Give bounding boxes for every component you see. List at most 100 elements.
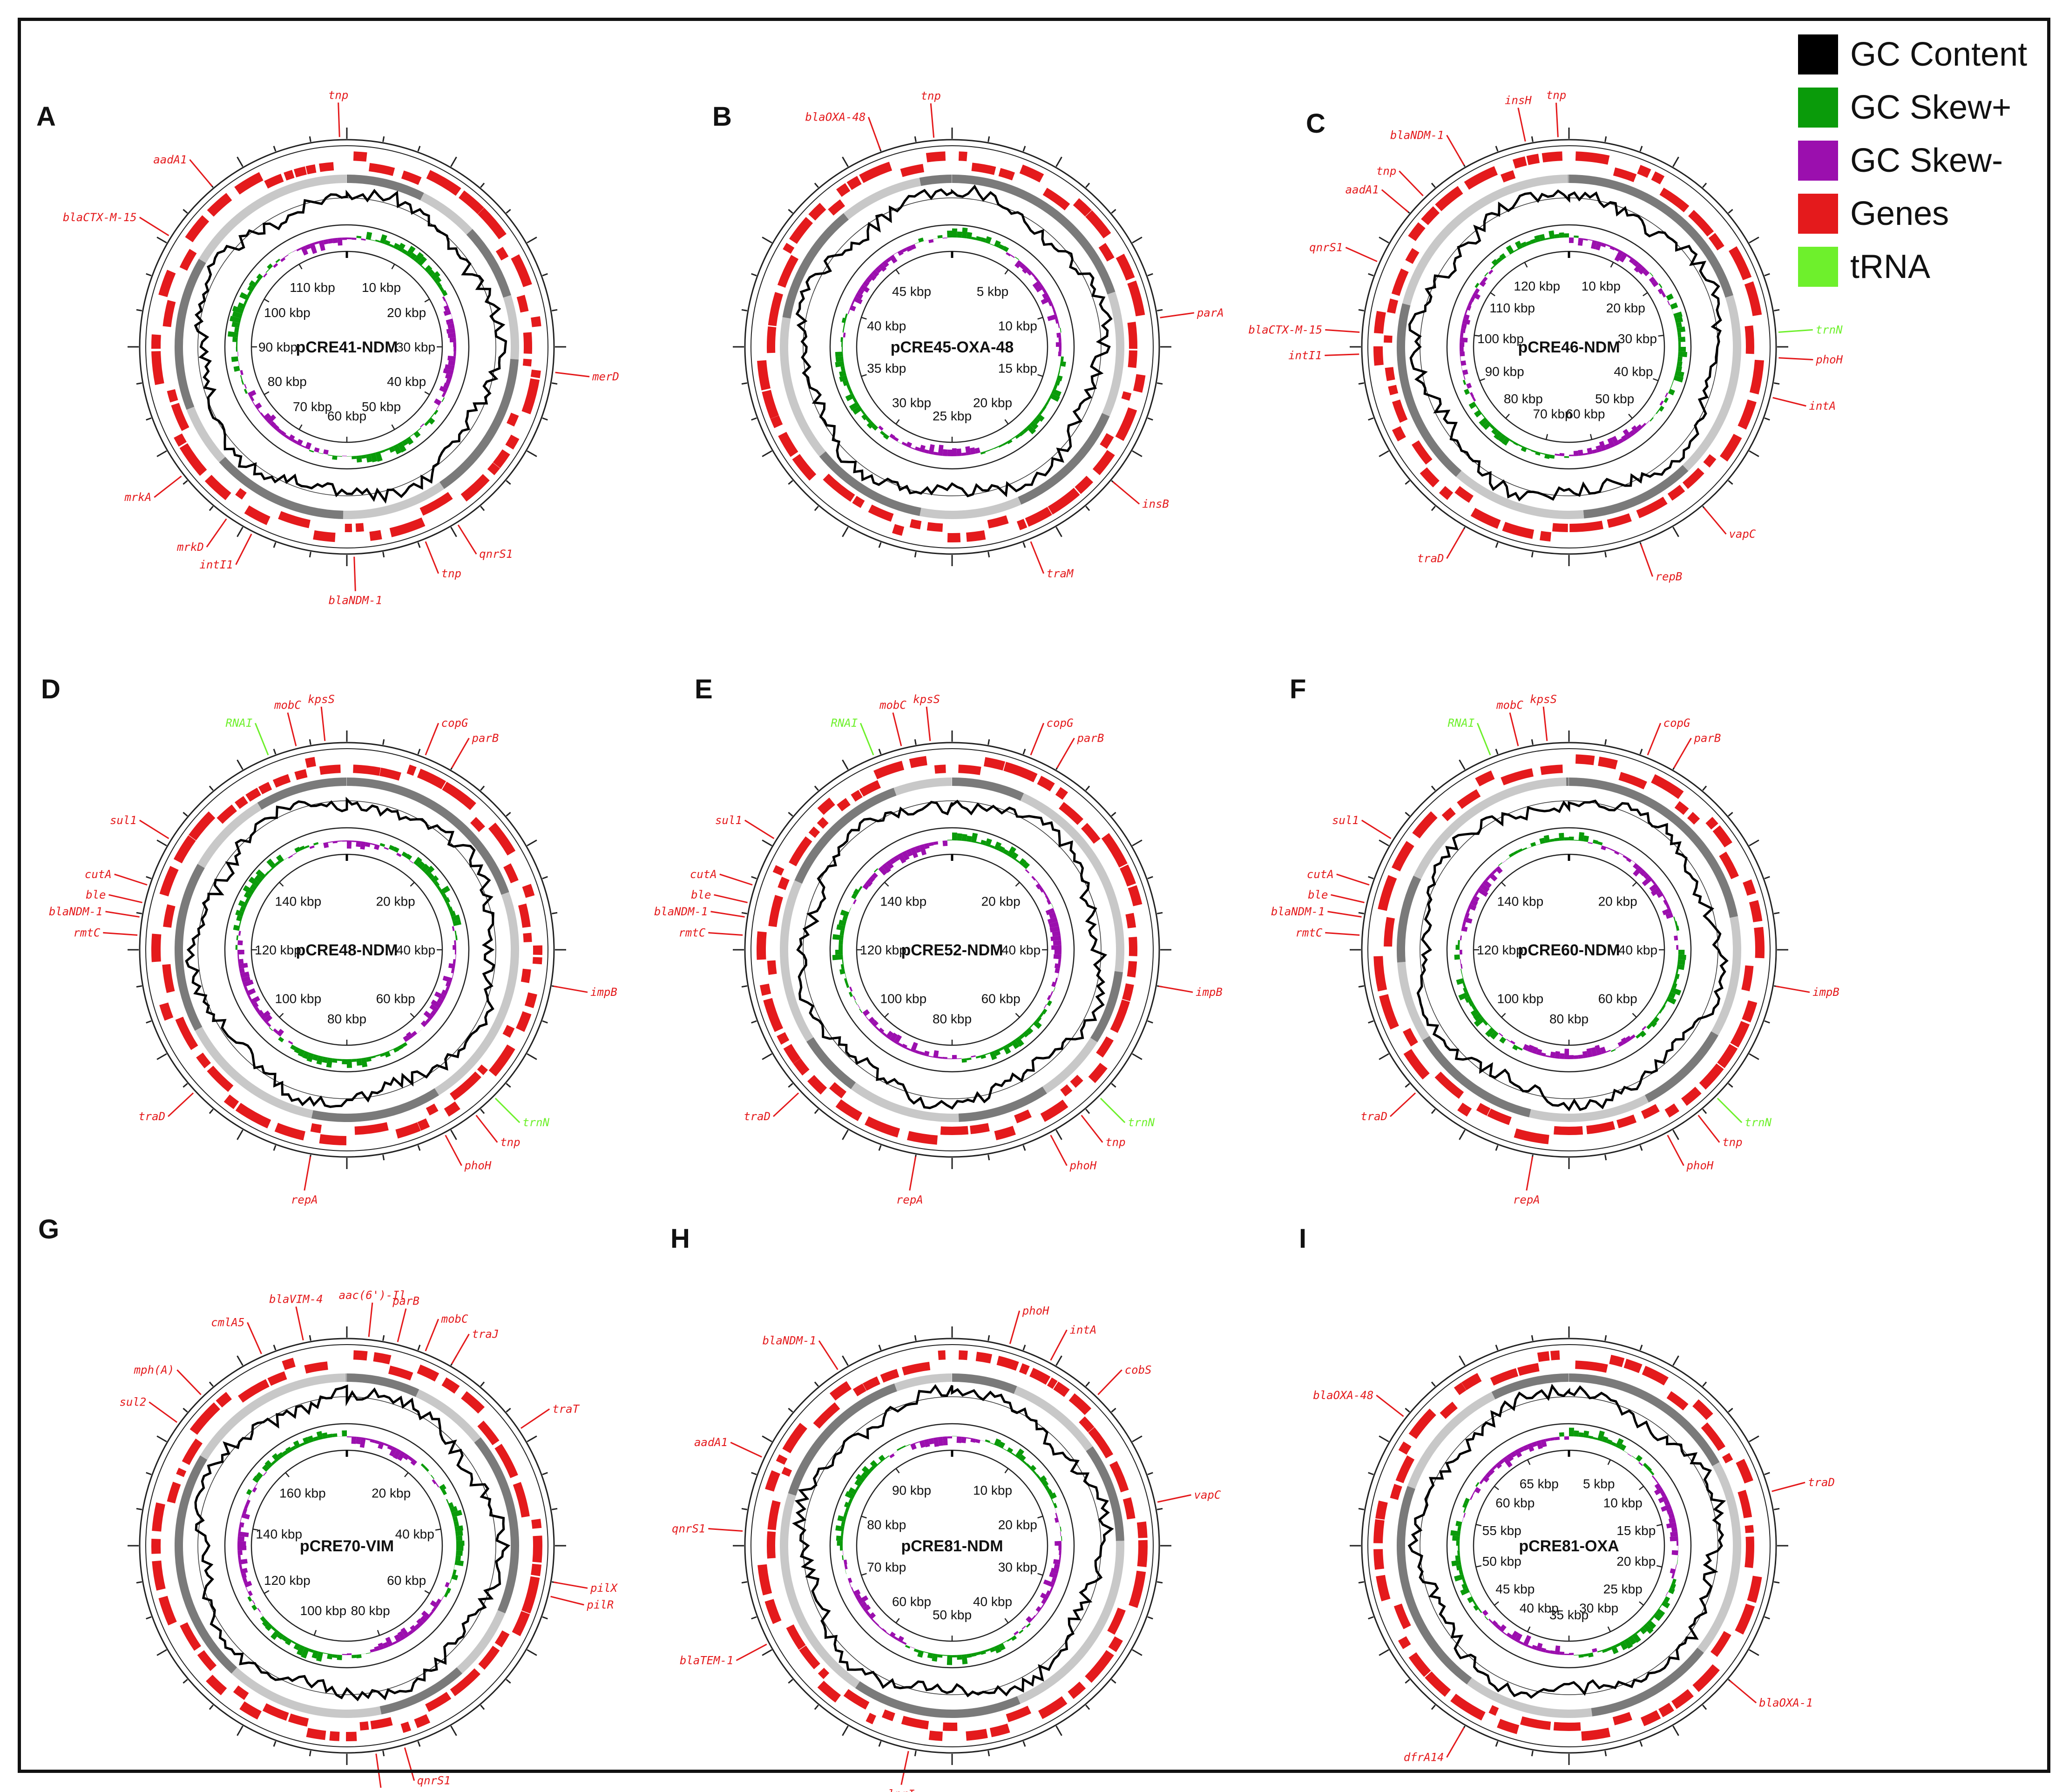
- gc-skew-plus-bar: [869, 1466, 875, 1472]
- gc-skew-plus-bar: [1501, 436, 1510, 446]
- gc-skew-plus-bar: [858, 886, 863, 891]
- gene-block: [239, 1701, 262, 1720]
- gc-skew-minus-bar: [240, 1517, 242, 1522]
- gc-skew-plus-bar: [1534, 235, 1541, 243]
- gc-skew-minus-bar: [853, 899, 857, 905]
- gene-label: ble: [86, 888, 106, 901]
- gc-skew-plus-bar: [1677, 361, 1683, 367]
- scale-tick: [424, 298, 430, 303]
- outer-tick: [273, 749, 277, 755]
- gc-skew-minus-bar: [1502, 860, 1507, 864]
- outer-tick: [527, 839, 537, 846]
- backbone-segment: [920, 497, 1021, 519]
- gc-skew-minus-bar: [1031, 1615, 1036, 1620]
- gc-skew-plus-bar: [1056, 375, 1063, 381]
- gene-block: [477, 1420, 500, 1446]
- gc-skew-plus-bar: [839, 930, 845, 936]
- gc-skew-plus-bar: [914, 242, 920, 244]
- gc-skew-plus-bar: [1588, 1435, 1594, 1439]
- gene-block: [799, 1645, 820, 1670]
- gc-skew-minus-bar: [885, 1631, 890, 1636]
- gc-skew-plus-bar: [1517, 848, 1523, 853]
- gene-block: [406, 764, 417, 776]
- gene-callout-line: [1399, 170, 1424, 196]
- gene-label: qnrS1: [672, 1522, 705, 1535]
- gc-skew-minus-bar: [1050, 935, 1062, 941]
- outer-tick: [1764, 273, 1770, 277]
- kbp-tick-label: 80 kbp: [933, 1012, 972, 1026]
- gc-skew-minus-bar: [1588, 842, 1593, 844]
- outer-tick: [1111, 1679, 1116, 1684]
- gene-callout-line: [1325, 329, 1360, 333]
- gc-skew-minus-bar: [250, 996, 260, 1005]
- gc-skew-minus-bar: [1019, 263, 1026, 270]
- gene-block: [1651, 171, 1665, 184]
- gc-skew-minus-bar: [252, 1600, 256, 1605]
- gene-block: [310, 1123, 322, 1133]
- gc-skew-minus-bar: [853, 296, 863, 304]
- gene-label: mobC: [879, 699, 906, 712]
- legend-label-gc-skew-minus: GC Skew-: [1850, 142, 2003, 179]
- outer-tick: [1749, 237, 1759, 243]
- outer-tick: [1132, 237, 1143, 243]
- gc-skew-minus-bar: [1474, 891, 1479, 897]
- gene-label: traD: [138, 1110, 165, 1123]
- gc-skew-minus-bar: [868, 273, 877, 281]
- gc-skew-plus-bar: [1002, 246, 1009, 252]
- gc-skew-plus-bar: [1623, 1450, 1628, 1454]
- kbp-tick-label: 90 kbp: [258, 340, 298, 354]
- gc-skew-minus-bar: [1619, 852, 1624, 856]
- gc-skew-minus-bar: [397, 1451, 406, 1461]
- gc-skew-minus-bar: [446, 378, 452, 385]
- gc-skew-plus-bar: [312, 1054, 319, 1061]
- gene-label: phoH: [1686, 1159, 1713, 1172]
- gene-label: aadA1: [1346, 183, 1379, 196]
- kbp-tick-label: 90 kbp: [1485, 364, 1524, 379]
- gene-block: [789, 216, 813, 244]
- inner-ring: [224, 224, 470, 470]
- gc-skew-plus-bar: [835, 1525, 845, 1532]
- gene-callout-line: [1667, 1135, 1684, 1166]
- outer-tick: [542, 273, 548, 277]
- gene-block: [207, 193, 232, 217]
- gene-label: tnp: [441, 567, 461, 580]
- kbp-tick-label: 70 kbp: [1533, 407, 1572, 421]
- gc-skew-plus-bar: [370, 239, 376, 242]
- gc-skew-minus-bar: [1657, 288, 1664, 294]
- outer-tick: [751, 273, 757, 277]
- gc-skew-plus-bar: [1564, 837, 1569, 841]
- gc-skew-minus-bar: [1651, 280, 1659, 287]
- gc-skew-minus-bar: [1460, 964, 1463, 969]
- gc-skew-plus-bar: [431, 1474, 434, 1479]
- gc-skew-plus-bar: [427, 872, 434, 879]
- gc-skew-plus-bar: [1670, 384, 1673, 389]
- gc-skew-minus-bar: [1482, 1475, 1490, 1483]
- gc-skew-minus-bar: [1583, 238, 1588, 241]
- gc-skew-plus-bar: [1610, 1644, 1619, 1654]
- gc-skew-minus-bar: [451, 314, 453, 319]
- gc-skew-minus-bar: [239, 1564, 243, 1569]
- gc-skew-plus-bar: [837, 1515, 847, 1522]
- gene-block: [389, 517, 426, 537]
- gc-content-trace: [1407, 1383, 1726, 1699]
- gc-skew-plus-bar: [841, 342, 843, 347]
- gc-skew-plus-bar: [848, 1487, 858, 1495]
- gc-baseline: [197, 197, 496, 496]
- gc-skew-plus-bar: [1597, 1650, 1602, 1653]
- gene-block: [274, 1123, 305, 1141]
- gc-skew-plus-bar: [961, 1654, 968, 1664]
- gc-skew-minus-bar: [1623, 429, 1632, 440]
- gene-label: cutA: [1307, 868, 1334, 881]
- gene-callout-line: [368, 1302, 373, 1337]
- gc-skew-plus-bar: [1026, 1623, 1031, 1628]
- kbp-tick-label: 20 kbp: [998, 1517, 1037, 1532]
- gc-skew-plus-bar: [1041, 1008, 1048, 1014]
- gc-skew-minus-bar: [240, 971, 250, 978]
- gene-block: [1520, 1716, 1551, 1730]
- outer-tick: [1085, 785, 1090, 791]
- gc-skew-minus-bar: [1578, 237, 1583, 246]
- gc-skew-plus-bar: [952, 832, 957, 841]
- gc-skew-plus-bar: [236, 935, 239, 940]
- gene-block: [1457, 789, 1481, 809]
- kbp-tick-label: 120 kbp: [1514, 279, 1560, 293]
